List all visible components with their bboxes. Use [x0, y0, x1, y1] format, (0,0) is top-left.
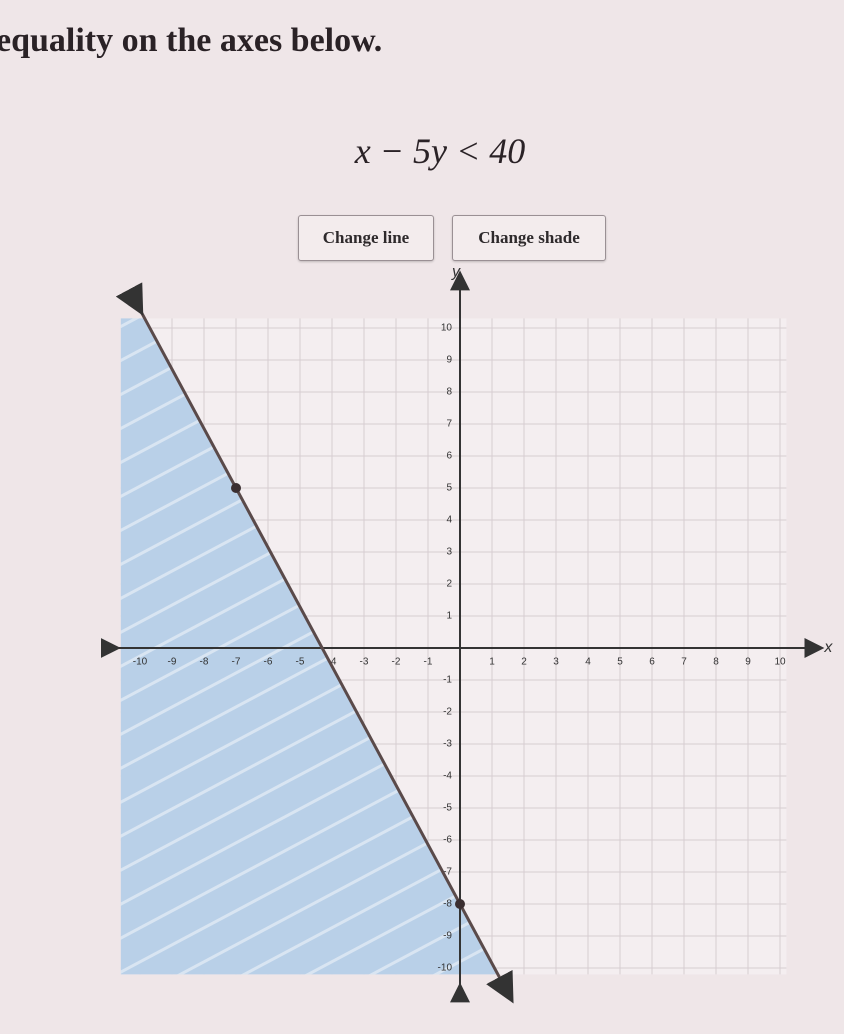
- y-tick-label: 6: [446, 451, 452, 462]
- x-tick-label: -9: [168, 657, 177, 668]
- x-axis-label: x: [823, 639, 833, 656]
- x-tick-label: -3: [360, 657, 369, 668]
- y-tick-label: -6: [443, 835, 452, 846]
- change-shade-button[interactable]: Change shade: [452, 215, 606, 261]
- y-tick-label: 10: [441, 323, 453, 334]
- x-tick-label: 7: [681, 657, 687, 668]
- x-tick-label: -5: [296, 657, 305, 668]
- y-tick-label: -5: [443, 803, 452, 814]
- x-tick-label: 9: [745, 657, 751, 668]
- y-axis-label: y: [451, 264, 461, 281]
- y-tick-label: 4: [446, 515, 452, 526]
- y-tick-label: 8: [446, 387, 452, 398]
- x-tick-label: -10: [133, 657, 148, 668]
- y-tick-label: -8: [443, 899, 452, 910]
- boundary-line: [115, 282, 514, 1004]
- x-tick-label: -2: [392, 657, 401, 668]
- line-point: [231, 483, 241, 493]
- x-tick-label: -7: [232, 657, 241, 668]
- line-point: [455, 899, 465, 909]
- x-tick-label: 3: [553, 657, 559, 668]
- y-tick-label: -1: [443, 675, 452, 686]
- x-tick-label: 5: [617, 657, 623, 668]
- x-tick-label: 1: [489, 657, 495, 668]
- y-tick-label: 9: [446, 355, 452, 366]
- y-tick-label: -9: [443, 931, 452, 942]
- y-tick-label: 1: [446, 611, 452, 622]
- y-tick-label: 2: [446, 579, 452, 590]
- y-tick-label: -10: [438, 963, 453, 974]
- y-tick-label: -3: [443, 739, 452, 750]
- y-tick-label: 5: [446, 483, 452, 494]
- x-tick-label: -1: [424, 657, 433, 668]
- change-line-button[interactable]: Change line: [298, 215, 434, 261]
- y-tick-label: -2: [443, 707, 452, 718]
- y-tick-label: 7: [446, 419, 452, 430]
- header-title: equality on the axes below.: [0, 22, 383, 59]
- x-tick-label: 8: [713, 657, 719, 668]
- x-tick-label: 10: [774, 657, 786, 668]
- x-tick-label: -6: [264, 657, 273, 668]
- x-tick-label: 6: [649, 657, 655, 668]
- y-tick-label: 3: [446, 547, 452, 558]
- x-tick-label: 2: [521, 657, 527, 668]
- y-tick-label: -4: [443, 771, 452, 782]
- x-tick-label: 4: [585, 657, 591, 668]
- inequality: x − 5y < 40: [354, 131, 526, 171]
- x-tick-label: -8: [200, 657, 209, 668]
